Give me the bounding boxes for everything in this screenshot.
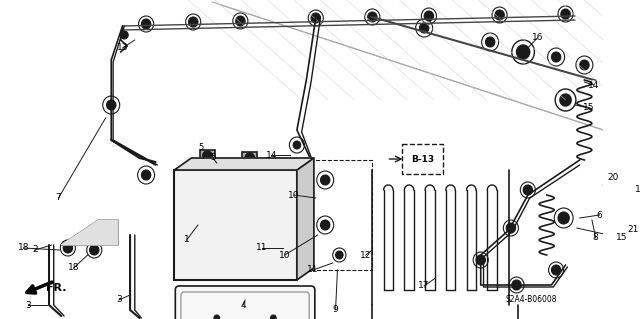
Text: 21: 21	[628, 226, 639, 234]
Text: 15: 15	[616, 234, 628, 242]
Circle shape	[209, 159, 217, 167]
Circle shape	[271, 315, 276, 319]
Circle shape	[194, 159, 202, 167]
Text: 11: 11	[256, 243, 268, 253]
Text: 18: 18	[68, 263, 79, 272]
Circle shape	[236, 16, 245, 26]
Text: 10: 10	[289, 190, 300, 199]
Circle shape	[106, 100, 116, 110]
Circle shape	[495, 10, 504, 20]
Circle shape	[523, 185, 532, 195]
Circle shape	[561, 9, 570, 19]
Text: 17: 17	[419, 281, 430, 291]
Circle shape	[580, 60, 589, 70]
FancyBboxPatch shape	[175, 286, 315, 319]
Circle shape	[476, 255, 485, 265]
Text: 15: 15	[584, 103, 595, 113]
Bar	[243, 152, 257, 164]
Polygon shape	[297, 158, 314, 280]
Text: 3: 3	[26, 300, 31, 309]
Circle shape	[321, 220, 330, 230]
Text: 7: 7	[56, 194, 61, 203]
Text: 2: 2	[32, 246, 38, 255]
Circle shape	[225, 159, 232, 167]
Circle shape	[269, 159, 277, 167]
Bar	[401, 144, 443, 174]
Circle shape	[121, 31, 128, 39]
Text: 20: 20	[607, 174, 618, 182]
Text: 11: 11	[307, 265, 319, 275]
Circle shape	[255, 159, 262, 167]
Text: 5: 5	[198, 144, 204, 152]
Polygon shape	[61, 220, 118, 245]
Circle shape	[189, 17, 198, 27]
Bar	[174, 170, 297, 280]
Bar	[200, 150, 215, 162]
Text: 9: 9	[333, 306, 339, 315]
Text: 5: 5	[210, 153, 216, 162]
Text: 14: 14	[588, 80, 600, 90]
Text: FR.: FR.	[46, 283, 67, 293]
Text: 6: 6	[596, 211, 602, 219]
Circle shape	[245, 153, 255, 163]
Circle shape	[506, 223, 516, 233]
Circle shape	[560, 94, 572, 106]
Circle shape	[239, 159, 247, 167]
Circle shape	[214, 315, 220, 319]
Circle shape	[558, 212, 570, 224]
Circle shape	[335, 251, 343, 259]
Circle shape	[485, 37, 495, 47]
Text: 19: 19	[636, 186, 640, 195]
Circle shape	[203, 151, 212, 161]
Circle shape	[311, 13, 321, 23]
Circle shape	[141, 170, 151, 180]
Circle shape	[552, 52, 561, 62]
Text: 14: 14	[266, 151, 277, 160]
Circle shape	[419, 23, 429, 33]
Circle shape	[141, 19, 151, 29]
Circle shape	[90, 245, 99, 255]
Circle shape	[516, 45, 530, 59]
Circle shape	[63, 243, 72, 253]
Circle shape	[552, 265, 561, 275]
Text: 4: 4	[241, 300, 246, 309]
Text: 10: 10	[279, 250, 291, 259]
Text: 16: 16	[531, 33, 543, 42]
Circle shape	[321, 175, 330, 185]
Text: 8: 8	[593, 234, 598, 242]
Polygon shape	[174, 158, 314, 170]
Bar	[292, 160, 372, 270]
Circle shape	[512, 280, 521, 290]
Text: S2A4-B06008: S2A4-B06008	[506, 294, 557, 303]
Text: 12: 12	[360, 250, 371, 259]
Text: B-13: B-13	[411, 154, 434, 164]
Circle shape	[367, 12, 377, 22]
Text: 1: 1	[184, 235, 189, 244]
Text: 18: 18	[18, 243, 29, 253]
Text: 3: 3	[116, 295, 122, 305]
Circle shape	[424, 11, 433, 21]
Text: 13: 13	[116, 43, 128, 53]
Circle shape	[293, 141, 301, 149]
